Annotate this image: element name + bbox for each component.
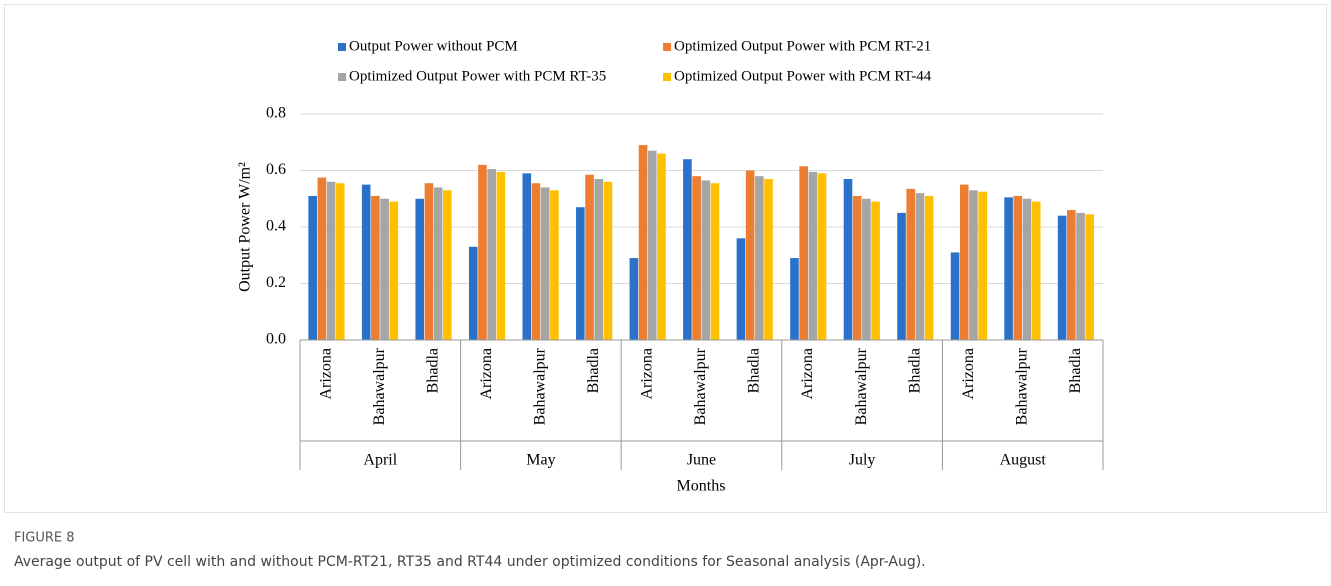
bar xyxy=(468,246,478,340)
bar xyxy=(692,176,701,340)
x-tick-label: Bhadla xyxy=(746,348,763,393)
bar xyxy=(522,173,532,340)
x-tick-label: Bahawalpur xyxy=(853,347,870,425)
bar xyxy=(843,178,853,340)
x-tick-label: Arizona xyxy=(960,348,977,400)
bar xyxy=(978,191,987,340)
bar xyxy=(701,180,711,340)
y-tick-label: 0.0 xyxy=(266,331,286,348)
bar xyxy=(799,166,808,340)
bar xyxy=(1057,215,1067,340)
x-tick-label: Bahawalpur xyxy=(371,347,388,425)
bar xyxy=(736,238,746,340)
x-axis-label: Months xyxy=(677,478,726,495)
caption: Average output of PV cell with and witho… xyxy=(14,554,926,570)
legend-swatch xyxy=(663,43,671,51)
bar xyxy=(415,198,425,340)
y-tick-label: 0.2 xyxy=(266,274,286,291)
x-tick-label: Bahawalpur xyxy=(692,347,709,425)
bar xyxy=(710,183,720,340)
bar xyxy=(1022,198,1032,340)
bar xyxy=(817,173,827,340)
bar xyxy=(424,183,434,340)
bar xyxy=(326,181,336,340)
bar xyxy=(755,176,764,340)
legend-label: Optimized Output Power with PCM RT-21 xyxy=(674,38,931,54)
bar xyxy=(1067,210,1076,340)
bar xyxy=(550,190,559,340)
bar xyxy=(487,169,496,340)
x-tick-label: Arizona xyxy=(317,348,334,400)
bar xyxy=(380,198,389,340)
bar xyxy=(808,171,818,340)
bar xyxy=(1085,214,1095,340)
bar xyxy=(790,258,799,340)
x-tick-label: Bahawalpur xyxy=(1013,347,1030,425)
bar xyxy=(594,178,604,340)
legend-label: Output Power without PCM xyxy=(349,38,518,54)
bar xyxy=(531,183,541,340)
bar xyxy=(443,190,452,340)
x-tick-label: Bahawalpur xyxy=(532,347,549,425)
bar xyxy=(478,164,487,340)
bar xyxy=(657,153,666,340)
bar xyxy=(317,177,327,340)
x-tick-label: Arizona xyxy=(639,348,656,400)
bar xyxy=(371,195,380,340)
x-tick-label: Bhadla xyxy=(425,348,442,393)
group-label: July xyxy=(849,452,876,469)
bar xyxy=(915,193,925,340)
y-axis-label: Output Power W/m² xyxy=(237,162,254,292)
bar xyxy=(950,252,960,340)
bar xyxy=(924,195,934,340)
bar xyxy=(906,188,916,340)
legend-swatch xyxy=(338,73,346,81)
bar xyxy=(629,258,639,340)
group-label: April xyxy=(363,452,397,469)
legend-label: Optimized Output Power with PCM RT-44 xyxy=(674,68,932,84)
bar xyxy=(1013,195,1023,340)
bar xyxy=(1076,212,1085,340)
legend-swatch xyxy=(663,73,671,81)
bar xyxy=(638,145,648,340)
bar xyxy=(683,159,692,340)
bar xyxy=(647,150,657,340)
y-tick-label: 0.4 xyxy=(266,218,286,235)
x-tick-label: Arizona xyxy=(478,348,495,400)
bar xyxy=(433,187,443,340)
group-label: August xyxy=(1000,452,1047,469)
y-tick-label: 0.6 xyxy=(266,161,286,178)
x-tick-label: Bhadla xyxy=(585,348,602,393)
bar xyxy=(871,201,880,340)
y-tick-label: 0.8 xyxy=(266,105,286,122)
legend-label: Optimized Output Power with PCM RT-35 xyxy=(349,68,606,84)
bar xyxy=(308,195,317,340)
bar xyxy=(862,198,871,340)
x-tick-label: Bhadla xyxy=(1067,348,1084,393)
x-tick-label: Bhadla xyxy=(906,348,923,393)
figure-label: FIGURE 8 xyxy=(14,531,75,546)
bar xyxy=(969,190,978,340)
bar xyxy=(764,178,773,340)
bar xyxy=(389,201,399,340)
bar xyxy=(540,187,550,340)
bar xyxy=(335,183,345,340)
bar xyxy=(496,171,506,340)
bar xyxy=(959,184,969,340)
x-tick-label: Arizona xyxy=(799,348,816,400)
bar xyxy=(603,181,613,340)
bar xyxy=(576,207,585,340)
bar xyxy=(852,195,862,340)
bar xyxy=(1031,201,1041,340)
legend-swatch xyxy=(338,43,346,51)
group-label: June xyxy=(687,452,716,469)
bar xyxy=(1004,197,1013,340)
bar xyxy=(745,170,755,340)
bar xyxy=(897,212,906,340)
bar xyxy=(361,184,371,340)
group-label: May xyxy=(526,452,555,469)
frame xyxy=(4,4,1327,513)
bar xyxy=(585,174,594,340)
